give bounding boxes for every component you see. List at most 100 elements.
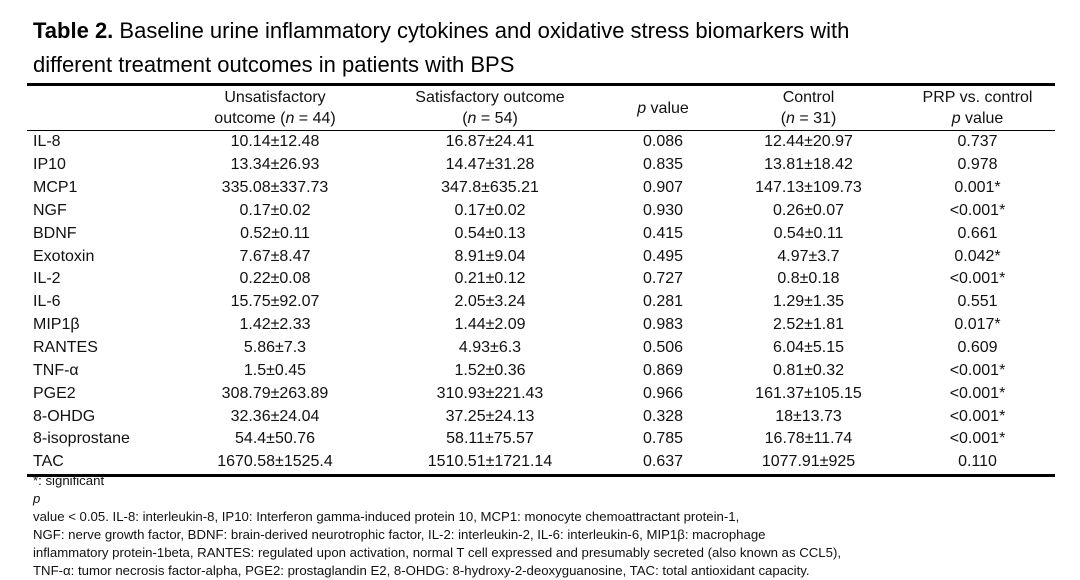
row-label: PGE2 [33,384,76,402]
header-unsatisfactory: Unsatisfactory outcome (n = 44) [179,86,371,131]
cell-prp-p-value: <0.001* [949,430,1006,448]
footnote-line-1: *: significant p value < 0.05. IL-8: int… [33,472,1043,526]
header-unsat-line1: Unsatisfactory [224,89,326,106]
header-sat-post: = 54) [476,110,518,127]
table-row: PGE2 308.79±263.89 310.93±221.43 0.966 161.3… [27,382,1055,405]
header-unsat-line2: outcome (n = 44) [179,108,371,129]
cell-satisfactory: 37.25±24.13 [445,407,535,425]
table-row: TNF-α 1.5±0.45 1.52±0.36 0.869 0.81±0.32 <0.0… [27,359,1055,382]
cell-p-value: 0.869 [642,361,684,379]
cell-p-value: 0.930 [642,201,684,219]
cell-control: 4.97±3.7 [777,247,840,265]
cell-p-value: 0.966 [642,384,684,402]
cell-p-value: 0.835 [642,156,684,174]
cell-prp-p-value: 0.978 [957,156,998,174]
header-sat-line1: Satisfactory outcome [415,89,565,106]
cell-control: 6.04±5.15 [772,339,845,357]
cell-satisfactory: 14.47±31.28 [445,156,535,174]
table-top-rule [27,83,1055,86]
cell-p-value: 0.506 [642,339,684,357]
footnote-line-3: inflammatory protein-1beta, RANTES: regu… [33,545,842,560]
cell-unsatisfactory: 0.22±0.08 [239,270,311,288]
cell-prp-p-value: 0.110 [900,450,1055,477]
row-label: TNF-α [33,361,79,379]
header-unsat-pre: outcome ( [214,110,286,127]
cell-unsatisfactory: 335.08±337.73 [221,179,329,197]
table-body: IL-8 10.14±12.48 16.87±24.41 0.086 12.44±20.… [27,131,1055,477]
caption-line-1: Table 2. Baseline urine inflammatory cyt… [33,14,1063,48]
header-p-italic: p [637,99,647,117]
cell-p-value: 0.727 [642,270,684,288]
cell-control: 147.13±109.73 [755,179,862,197]
cell-prp-p-value: 0.042* [954,247,1001,265]
cell-control: 0.81±0.32 [772,361,845,379]
row-label: 8-isoprostane [33,430,130,448]
header-p-value: p value [609,86,717,131]
cell-unsatisfactory: 32.36±24.04 [230,407,320,425]
row-label: Exotoxin [33,247,95,265]
cell-unsatisfactory: 1.42±2.33 [239,316,311,334]
cell-satisfactory: 1510.51±1721.14 [371,450,609,477]
caption-text-1: Baseline urine inflammatory cytokines an… [113,18,850,43]
cell-prp-p-value: 0.551 [957,293,998,311]
cell-prp-p-value: <0.001* [949,384,1006,402]
row-label: 8-OHDG [33,407,96,425]
table-row: NGF 0.17±0.02 0.17±0.02 0.930 0.26±0.07 <0.00… [27,200,1055,223]
cell-unsatisfactory: 308.79±263.89 [221,384,329,402]
row-label: RANTES [33,339,98,357]
table-row: TAC 1670.58±1525.4 1510.51±1721.14 0.637 107… [27,450,1055,477]
cell-prp-p-value: 0.661 [957,224,998,242]
cell-p-value: 0.785 [642,430,684,448]
cell-unsatisfactory: 1.5±0.45 [243,361,307,379]
cell-prp-p-value: 0.017* [954,316,1001,334]
cell-control: 2.52±1.81 [772,316,845,334]
cell-unsatisfactory: 5.86±7.3 [243,339,307,357]
table-row: IL-2 0.22±0.08 0.21±0.12 0.727 0.8±0.18 <0.00… [27,268,1055,291]
header-p-post: value [646,99,689,117]
table-row: IL-8 10.14±12.48 16.87±24.41 0.086 12.44±20.… [27,131,1055,154]
header-prp-line1: PRP vs. control [922,89,1033,106]
header-control: Control (n = 31) [717,86,900,131]
cell-control: 18±13.73 [775,407,842,425]
cell-p-value: 0.495 [642,247,684,265]
cell-unsatisfactory: 0.52±0.11 [240,224,310,242]
cell-satisfactory: 347.8±635.21 [441,179,539,197]
cell-control: 13.81±18.42 [764,156,853,174]
table-footnote: *: significant p value < 0.05. IL-8: int… [33,472,1043,580]
header-sat-line2: (n = 54) [371,108,609,129]
cell-unsatisfactory: 15.75±92.07 [230,293,320,311]
cell-unsatisfactory: 7.67±8.47 [239,247,311,265]
row-label: IP10 [33,156,66,174]
footnote-p-italic: p [33,491,41,506]
header-prp-vs-control: PRP vs. control p value [900,86,1055,131]
header-empty [27,86,179,131]
row-label: BDNF [33,224,77,242]
header-prp-line2: p value [900,108,1055,129]
row-label: MCP1 [33,179,78,197]
cell-satisfactory: 1.52±0.36 [454,361,526,379]
cell-unsatisfactory: 54.4±50.76 [235,430,315,448]
header-sat-n: n [467,110,477,127]
footnote-line-1-rest: value < 0.05. IL-8: interleukin-8, IP10:… [33,509,740,524]
cell-satisfactory: 1.44±2.09 [454,316,526,334]
cell-p-value: 0.328 [642,407,684,425]
cell-control: 16.78±11.74 [764,430,853,448]
header-prp-p: p [951,110,961,127]
cell-control: 1077.91±925 [717,450,900,477]
header-control-line1: Control [782,89,835,106]
footnote-line-4: TNF-α: tumor necrosis factor-alpha, PGE2… [33,563,810,578]
cell-p-value: 0.907 [642,179,684,197]
table-row: BDNF 0.52±0.11 0.54±0.13 0.415 0.54±0.11 0.66… [27,222,1055,245]
cell-p-value: 0.415 [642,224,684,242]
row-label: IL-8 [33,133,61,151]
cell-prp-p-value: 0.737 [957,133,998,151]
caption-label: Table 2. [33,18,114,43]
footnote-line-2: NGF: nerve growth factor, BDNF: brain-de… [33,527,766,542]
cell-prp-p-value: <0.001* [949,407,1006,425]
table-row: 8-isoprostane 54.4±50.76 58.11±75.57 0.785 1… [27,428,1055,451]
row-label: TAC [27,450,179,477]
cell-prp-p-value: <0.001* [949,270,1006,288]
header-satisfactory: Satisfactory outcome (n = 54) [371,86,609,131]
cell-satisfactory: 0.21±0.12 [454,270,526,288]
table-row: MCP1 335.08±337.73 347.8±635.21 0.907 147.13… [27,177,1055,200]
